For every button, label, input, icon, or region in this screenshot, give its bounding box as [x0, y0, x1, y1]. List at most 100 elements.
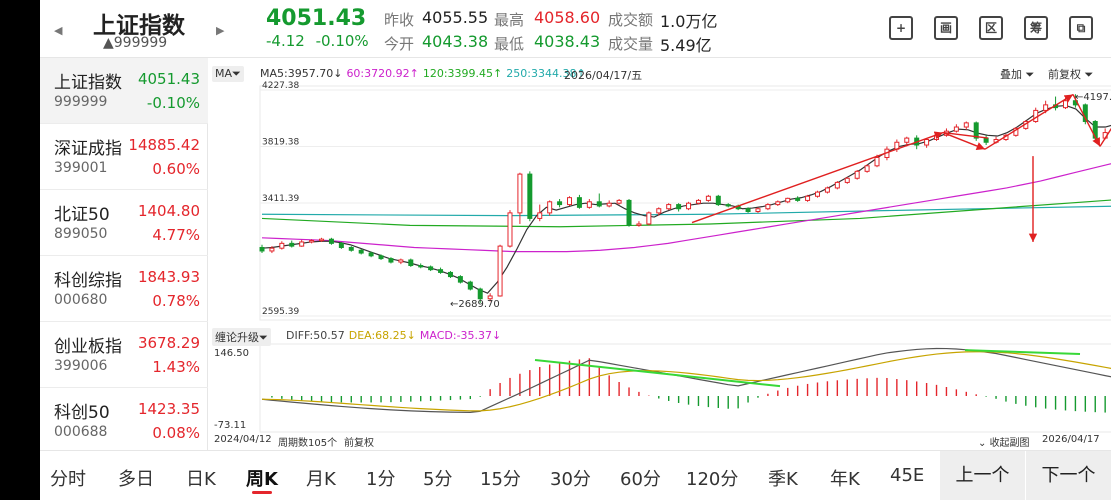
period-tab[interactable]: 分时 [50, 469, 86, 490]
indicator-selector[interactable]: 缠论升级⏷ [212, 328, 271, 346]
period-tab[interactable]: 60分 [620, 469, 661, 490]
ma-legend-item: MA5:3957.70↓ [260, 67, 343, 80]
candle [567, 196, 573, 206]
candle [269, 246, 275, 254]
period-tab[interactable]: 多日 [118, 469, 154, 490]
end-date: 2026/04/17 [1042, 434, 1100, 445]
candle [447, 271, 453, 278]
kline-svg[interactable]: 4227.38 3819.38 3411.39 2595.39 ←4197.23 ←268… [210, 58, 1111, 450]
period-tab[interactable]: 30分 [550, 469, 591, 490]
candle [408, 258, 414, 267]
list-item-name: 北证50 [54, 205, 110, 225]
candle [656, 207, 662, 216]
period-tab[interactable]: 45E [890, 465, 925, 486]
chip-icon[interactable]: 筹 [1024, 16, 1048, 40]
list-item-change: -0.10% [146, 94, 200, 112]
quote-value: 4038.43 [534, 32, 601, 51]
diff-line [261, 347, 1111, 413]
prev-index-arrow-icon[interactable]: ◀ [54, 24, 63, 37]
index-list-item[interactable]: 北证50 899050 1404.80 4.77% [40, 190, 208, 256]
prev-stock-button[interactable]: 上一个 [940, 451, 1025, 500]
trend-arrow-up-2[interactable] [984, 93, 1074, 150]
quote-value: 4043.38 [422, 32, 489, 51]
collapse-subchart-button[interactable]: ⌄ 收起副图 [978, 438, 1030, 449]
candle [338, 241, 344, 249]
candle [963, 121, 969, 130]
index-list-item[interactable]: 深证成指 399001 14885.42 0.60% [40, 124, 208, 190]
list-item-code: 000688 [54, 424, 108, 440]
list-item-change: 0.78% [152, 292, 200, 310]
candle [715, 194, 721, 206]
dea-line [261, 351, 1111, 412]
candle [279, 241, 285, 250]
period-tab[interactable]: 120分 [686, 469, 739, 490]
index-list-item[interactable]: 创业板指 399006 3678.29 1.43% [40, 322, 208, 388]
period-tab[interactable]: 月K [306, 469, 336, 490]
candle [973, 121, 979, 141]
divergence-line-1 [534, 358, 781, 388]
ma-legend-item: 60:3720.92↑ [346, 67, 419, 80]
candle [507, 210, 513, 248]
period-tab[interactable]: 5分 [423, 469, 453, 490]
candle [844, 176, 850, 184]
quote-label: 成交量 [608, 35, 654, 53]
ma-selector[interactable]: MA⏷ [212, 66, 244, 82]
period-tab[interactable]: 季K [768, 469, 798, 490]
index-change: -4.12 -0.10% [266, 32, 369, 50]
list-item-code: 999999 [54, 94, 108, 110]
draw-icon[interactable]: 画 [934, 16, 958, 40]
kline-chart-panel: MA⏷ MA5:3957.70↓ 60:3720.92↑ 120:3399.45↑ 2… [210, 58, 1111, 450]
list-item-price: 14885.42 [128, 136, 200, 154]
candle [457, 275, 463, 284]
candle [299, 239, 305, 247]
period-count: 周期数105个 [278, 438, 338, 449]
zone-icon[interactable]: 区 [979, 16, 1003, 40]
candle [596, 193, 602, 208]
index-list-item[interactable]: 科创50 000688 1423.35 0.08% [40, 388, 208, 454]
candle [686, 201, 692, 211]
candle [527, 171, 533, 222]
trend-arrow-up-1[interactable] [691, 131, 944, 224]
candle [983, 135, 989, 146]
macd-legend: DIFF:50.57 DEA:68.25↓ MACD:-35.37↓ [286, 329, 505, 342]
next-stock-button[interactable]: 下一个 [1026, 451, 1111, 500]
quote-value: 4055.55 [422, 8, 489, 27]
candle [745, 207, 751, 213]
active-tab-underline [252, 491, 272, 494]
macd-legend-item: DEA:68.25↓ [348, 329, 416, 342]
macd-max-label: 146.50 [214, 348, 249, 359]
period-tabs: 上一个 下一个 分时 多日 日K 周K 月K 1分 5分 15分 30分 60分 120分 季K 年K 4… [40, 450, 1111, 500]
candle [438, 267, 444, 274]
y-tick-label: 3411.39 [262, 194, 299, 204]
overlay-button[interactable]: 叠加 ⏷ [1000, 68, 1035, 81]
candle [557, 199, 563, 208]
add-icon[interactable]: + [889, 16, 913, 40]
divergence-line-2 [964, 349, 1081, 356]
period-tab[interactable]: 年K [830, 469, 860, 490]
trend-arrow-up-3[interactable] [1099, 102, 1111, 147]
index-list-item[interactable]: 上证指数 999999 4051.43 -0.10% [40, 58, 208, 124]
period-tab[interactable]: 周K [246, 469, 278, 490]
list-item-change: 1.43% [152, 358, 200, 376]
candle [1053, 96, 1059, 111]
period-tab[interactable]: 15分 [480, 469, 521, 490]
period-tab[interactable]: 日K [186, 469, 216, 490]
candle [814, 190, 820, 198]
trend-connector[interactable] [942, 131, 989, 139]
adjust-button[interactable]: 前复权 ⏷ [1048, 68, 1094, 81]
candle [398, 258, 404, 265]
index-code: ▲999999 [103, 35, 168, 51]
quote-value: 1.0万亿 [660, 12, 718, 31]
candle [348, 246, 354, 252]
start-date: 2024/04/12 [214, 434, 272, 445]
screen-icon[interactable]: ⧉ [1069, 16, 1093, 40]
trend-arrow-down-1[interactable] [942, 131, 986, 150]
candle [328, 237, 334, 245]
candle [289, 240, 295, 248]
next-index-arrow-icon[interactable]: ▶ [216, 24, 225, 37]
list-item-price: 1404.80 [137, 202, 200, 220]
macd-legend-item: DIFF:50.57 [286, 329, 345, 342]
index-list-item[interactable]: 科创综指 000680 1843.93 0.78% [40, 256, 208, 322]
trend-arrow-down-2[interactable] [1072, 94, 1101, 147]
period-tab[interactable]: 1分 [366, 469, 396, 490]
